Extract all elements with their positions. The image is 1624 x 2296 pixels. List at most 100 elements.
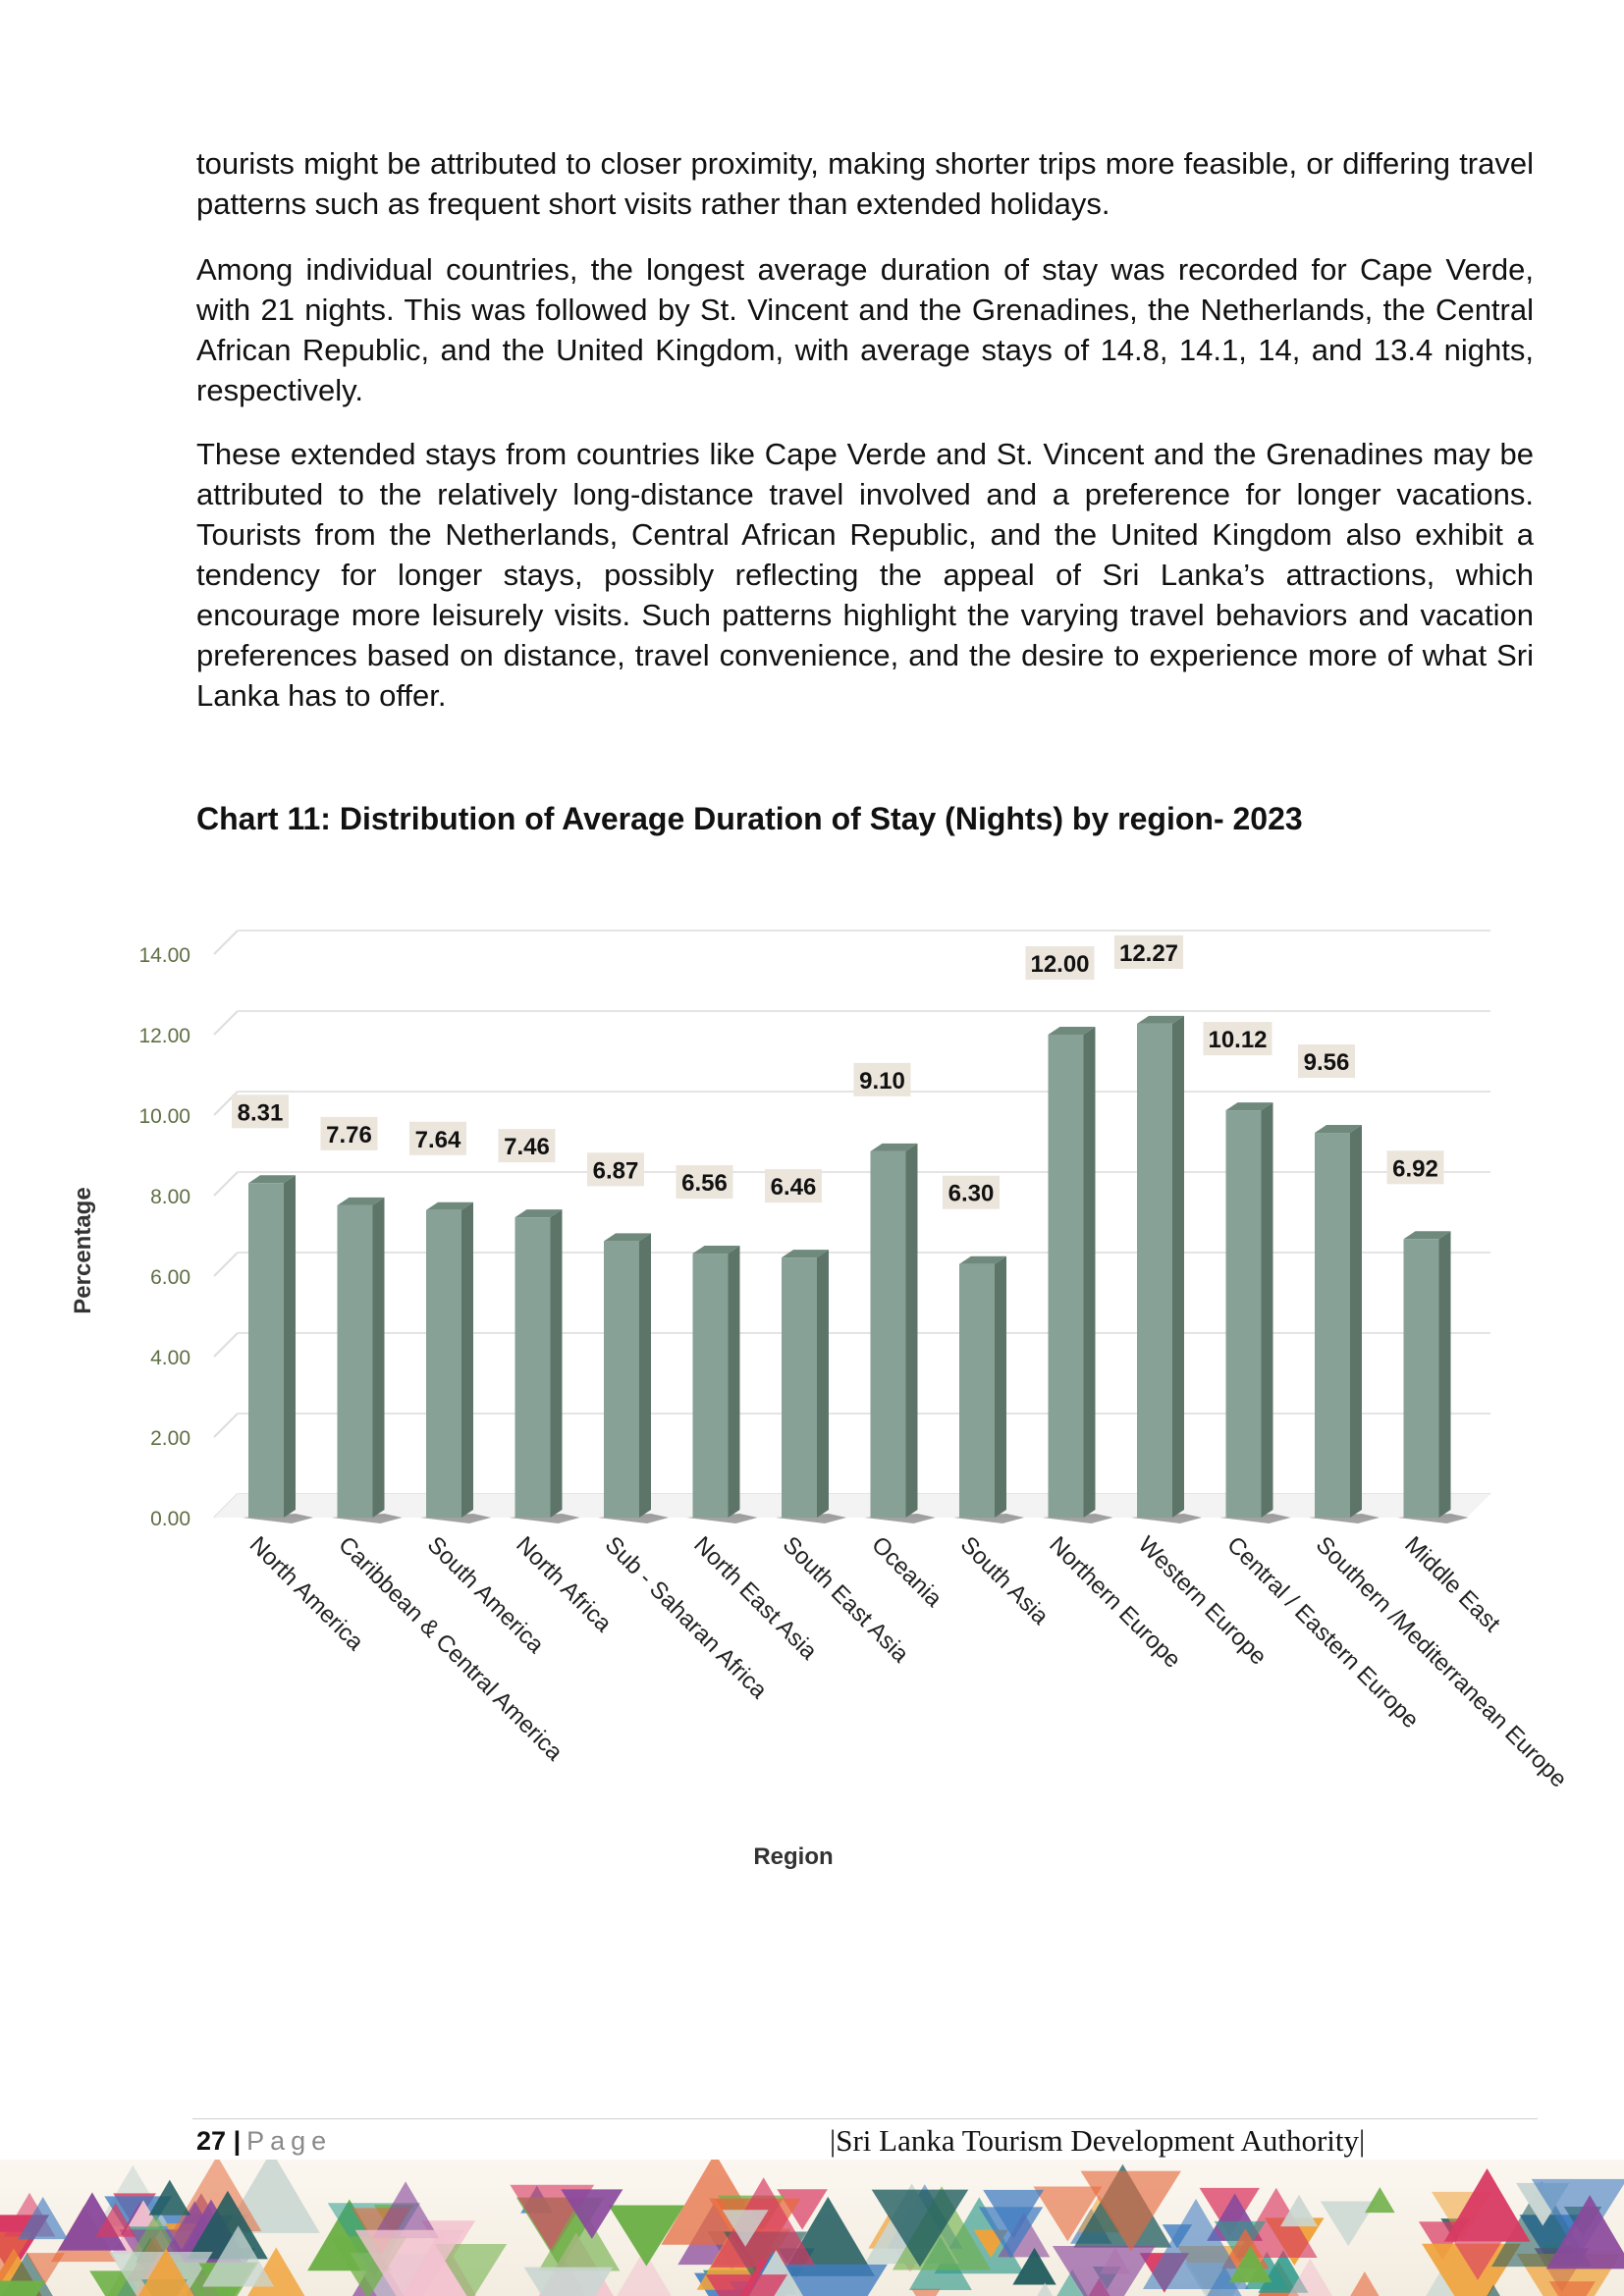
bar-side xyxy=(1172,1015,1184,1518)
bar-shadow xyxy=(1397,1514,1469,1523)
pattern-triangle xyxy=(722,2210,769,2247)
bar-top xyxy=(692,1246,740,1255)
bar xyxy=(782,1257,817,1518)
data-label-box xyxy=(943,1175,1000,1209)
bar-side xyxy=(372,1197,385,1518)
bar-top xyxy=(1137,1015,1184,1024)
pattern-triangle xyxy=(187,2190,268,2260)
pattern-triangle xyxy=(1443,2168,1531,2242)
bar-shadow xyxy=(1042,1514,1113,1523)
bar-side xyxy=(905,1143,918,1518)
pattern-triangle xyxy=(1287,2258,1332,2296)
data-label: 12.27 xyxy=(1119,940,1178,967)
pattern-triangle xyxy=(780,2264,888,2296)
y-tick-label: 4.00 xyxy=(150,1347,190,1369)
decorative-footer-band xyxy=(0,2160,1624,2296)
pattern-triangle xyxy=(1365,2187,1395,2214)
data-label-box xyxy=(587,1152,644,1187)
pattern-triangle xyxy=(95,2202,136,2237)
pattern-triangle xyxy=(1487,2284,1500,2296)
pattern-triangle xyxy=(1033,2186,1103,2242)
bar-top xyxy=(248,1175,296,1184)
bar xyxy=(692,1254,729,1518)
bar-side xyxy=(550,1209,563,1518)
data-label: 6.46 xyxy=(771,1174,817,1201)
bar-shadow xyxy=(420,1514,491,1523)
gridline-diag xyxy=(213,1171,239,1197)
data-label-box xyxy=(1114,934,1183,969)
data-label: 7.46 xyxy=(504,1134,550,1160)
pattern-triangle xyxy=(710,2177,817,2268)
bar-top xyxy=(426,1201,473,1210)
bar-shadow xyxy=(1219,1514,1291,1523)
data-label-box xyxy=(853,1062,911,1096)
bar-top xyxy=(514,1209,563,1218)
data-label: 10.12 xyxy=(1208,1027,1267,1053)
pattern-triangle xyxy=(1350,2270,1380,2296)
data-label-box xyxy=(498,1129,556,1163)
data-label: 6.92 xyxy=(1392,1155,1438,1182)
bar-shadow xyxy=(953,1514,1024,1523)
data-label: 7.64 xyxy=(415,1127,461,1153)
bar xyxy=(870,1150,906,1518)
bar xyxy=(1225,1110,1262,1518)
data-label: 9.56 xyxy=(1304,1049,1350,1076)
bar-chart: 0.00 2.00 4.00 6.00 8.00 10.00 12.00 14.00 8.31… xyxy=(70,930,1572,1870)
bar xyxy=(514,1217,551,1518)
page-word: Page xyxy=(246,2126,333,2156)
bar-shadow xyxy=(509,1514,580,1523)
paragraph-1: tourists might be attributed to closer p… xyxy=(196,146,1534,221)
chart-title: Chart 11: Distribution of Average Durati… xyxy=(196,801,1303,836)
bar-side xyxy=(1438,1231,1451,1518)
data-label-box xyxy=(232,1095,289,1129)
pattern-triangle xyxy=(1453,2241,1502,2280)
data-label-box xyxy=(1203,1022,1272,1056)
pattern-triangle xyxy=(354,2229,464,2296)
pattern-triangle xyxy=(1548,2281,1596,2296)
bar-shadow xyxy=(331,1514,403,1523)
data-label: 12.00 xyxy=(1030,951,1089,978)
pattern-triangle xyxy=(434,2244,508,2296)
decorative-pattern xyxy=(0,2160,1624,2296)
y-axis-label: Percentage xyxy=(70,1187,96,1313)
y-tick-label: 2.00 xyxy=(150,1427,190,1450)
bar-top xyxy=(604,1233,651,1242)
y-tick-label: 10.00 xyxy=(138,1105,190,1128)
bar xyxy=(959,1263,995,1518)
bar-shadow xyxy=(686,1514,758,1523)
bar xyxy=(426,1209,461,1518)
bar-side xyxy=(461,1201,473,1518)
data-label-box xyxy=(765,1169,822,1203)
bar-side xyxy=(1261,1102,1273,1518)
pattern-triangle xyxy=(608,2205,685,2267)
bar xyxy=(1137,1023,1172,1518)
pattern-triangle xyxy=(1037,2282,1054,2296)
bar-side xyxy=(639,1233,651,1518)
y-tick-label: 14.00 xyxy=(138,944,190,967)
bar-top xyxy=(870,1143,918,1151)
pattern-triangle xyxy=(705,2274,788,2296)
gridline-diag xyxy=(213,1413,239,1438)
y-axis-ticks: 0.00 2.00 4.00 6.00 8.00 10.00 12.00 14.00 xyxy=(138,944,190,1530)
x-axis-label: Region xyxy=(753,1843,833,1870)
gridline-diag xyxy=(213,1332,239,1358)
pattern-triangle xyxy=(617,2249,672,2296)
bar-shadow xyxy=(598,1514,669,1523)
bar-shadow xyxy=(776,1514,846,1523)
pattern-triangle xyxy=(1280,2194,1319,2227)
pattern-triangle xyxy=(1012,2247,1056,2285)
bar-top xyxy=(1048,1027,1096,1035)
page-separator: | xyxy=(233,2126,242,2156)
pattern-triangle xyxy=(1545,2195,1624,2269)
data-label: 7.76 xyxy=(326,1122,372,1148)
data-label-box xyxy=(1298,1044,1355,1079)
pattern-triangle xyxy=(1052,2245,1156,2296)
bar xyxy=(604,1241,639,1518)
pattern-triangle xyxy=(911,2288,941,2296)
data-label-box xyxy=(320,1116,378,1150)
pattern-triangle xyxy=(1142,2199,1250,2289)
bar-top xyxy=(1315,1125,1362,1134)
bars xyxy=(243,1015,1469,1523)
paragraph-3: These extended stays from countries like… xyxy=(196,437,1534,713)
